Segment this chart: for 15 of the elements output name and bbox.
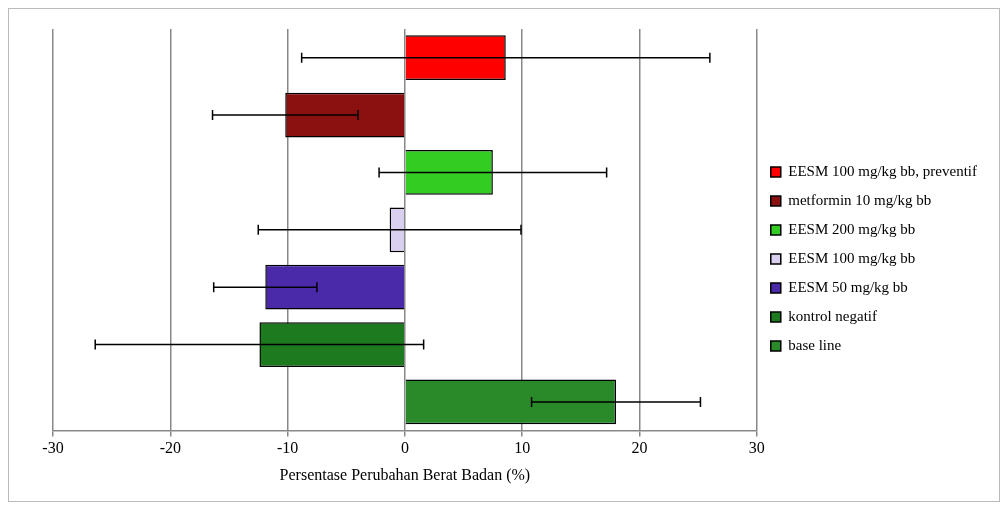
legend-label: metformin 10 mg/kg bb bbox=[788, 191, 932, 208]
legend-label: kontrol negatif bbox=[788, 307, 877, 324]
x-tick-label: 30 bbox=[748, 439, 765, 457]
x-tick-label: -10 bbox=[276, 439, 299, 457]
x-tick-label: -20 bbox=[159, 439, 181, 457]
x-tick-label: 0 bbox=[400, 439, 409, 457]
legend-label: EESM 200 mg/kg bb bbox=[788, 220, 916, 237]
legend-label: EESM 100 mg/kg bb, preventif bbox=[788, 162, 977, 179]
legend-label: base line bbox=[788, 336, 842, 353]
x-tick-label: -30 bbox=[42, 439, 64, 457]
x-tick-label: 10 bbox=[514, 439, 531, 457]
legend-label: EESM 50 mg/kg bb bbox=[788, 278, 908, 295]
legend-label: EESM 100 mg/kg bb bbox=[788, 249, 916, 266]
x-tick-label: 20 bbox=[631, 439, 648, 457]
x-axis-title: Persentase Perubahan Berat Badan (%) bbox=[279, 465, 531, 484]
